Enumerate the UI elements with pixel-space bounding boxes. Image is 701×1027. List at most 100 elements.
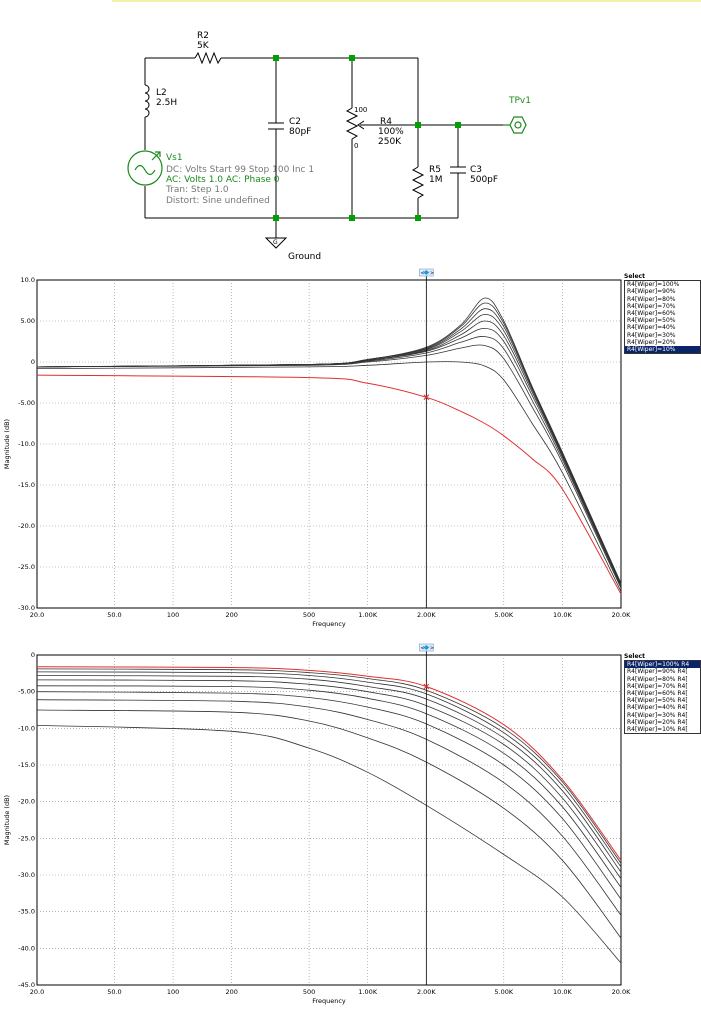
cursor-marker xyxy=(423,394,430,401)
legend-header: Select xyxy=(624,653,645,660)
cursor-handle[interactable]: < > xyxy=(419,268,434,277)
y-tick-label: -10.0 xyxy=(18,440,35,448)
vs1-distort: Distort: Sine undefined xyxy=(166,196,270,206)
x-tick-label: 100 xyxy=(167,611,179,619)
legend-item[interactable]: R4[Wiper]=80% R4[ xyxy=(627,675,688,683)
series-line[interactable] xyxy=(36,336,622,587)
c2-value: 80pF xyxy=(289,127,311,137)
y-tick-label: 10.0 xyxy=(21,276,35,284)
y-gridlines xyxy=(37,691,621,949)
legend-item[interactable]: R4[Wiper]=20% R4[ xyxy=(627,718,688,726)
svg-text:<: < xyxy=(420,271,424,277)
y-tick-label: -40.0 xyxy=(18,944,35,952)
r5-name: R5 xyxy=(429,165,441,175)
r5-value: 1M xyxy=(429,175,443,185)
x-tick-label: 200 xyxy=(225,988,237,996)
x-tick-label: 20.0 xyxy=(30,611,44,619)
legend-item[interactable]: R4[Wiper]=10% R4[ xyxy=(627,725,688,733)
legend-item[interactable]: R4[Wiper]=30% xyxy=(627,331,676,339)
legend-item[interactable]: R4[Wiper]=30% R4[ xyxy=(627,711,688,719)
x-tick-label: 10.0K xyxy=(553,988,572,996)
y-tick-label: -25.0 xyxy=(18,563,35,571)
ground-label: Ground xyxy=(288,252,321,262)
legend-item[interactable]: R4[Wiper]=40% R4[ xyxy=(627,704,688,712)
c3-name: C3 xyxy=(470,165,482,175)
series-line[interactable] xyxy=(36,709,622,939)
legend-item[interactable]: R4[Wiper]=100% xyxy=(627,281,680,289)
series-group xyxy=(36,297,622,595)
y-gridlines xyxy=(37,320,621,568)
series-line[interactable] xyxy=(36,725,622,964)
series-line[interactable] xyxy=(36,361,622,592)
legend-item[interactable]: R4[Wiper]=100% R4 xyxy=(625,661,700,669)
x-tick-label: 5.00K xyxy=(494,988,513,996)
r2-name: R2 xyxy=(197,31,209,41)
legend-item[interactable]: R4[Wiper]=80% xyxy=(627,295,676,303)
x-tick-label: 500 xyxy=(303,988,315,996)
l2-name: L2 xyxy=(156,88,167,98)
y-axis-label: Magnitude (dB) xyxy=(3,419,11,469)
magnitude-chart-2[interactable]: 20.0 50.0 100 200 500 1.00K 2.00K 5.00K 10.0K 20.… xyxy=(0,643,701,1023)
vs1-name: Vs1 xyxy=(166,153,183,163)
series-line[interactable] xyxy=(36,675,622,873)
y-tick-label: -5.00 xyxy=(18,399,35,407)
l2-value: 2.5H xyxy=(156,98,177,108)
series-line[interactable] xyxy=(36,679,622,879)
series-line[interactable] xyxy=(36,668,622,864)
r2-value: 5K xyxy=(197,41,210,51)
magnitude-plot-1: 20.0 50.0 100 200 500 1.00K 2.00K 5.00K 10.0K 20.… xyxy=(0,268,701,633)
y-tick-label: -30.0 xyxy=(18,871,35,879)
magnitude-plot-2: 20.0 50.0 100 200 500 1.00K 2.00K 5.00K 10.0K 20.… xyxy=(0,643,701,1023)
vs1-tran: Tran: Step 1.0 xyxy=(165,185,229,195)
x-tick-label: 20.0K xyxy=(612,611,631,619)
series-line[interactable] xyxy=(36,666,622,861)
legend-item[interactable]: R4[Wiper]=50% xyxy=(627,317,676,325)
tp-name: TPv1 xyxy=(508,96,531,106)
r4-value: 100% xyxy=(378,127,404,137)
vs1-dc: DC: Volts Start 99 Stop 100 Inc 1 xyxy=(166,165,314,175)
vs1-ac: AC: Volts 1.0 AC: Phase 0 xyxy=(166,175,280,185)
series-legend-2: Select R4[Wiper]=100% R4 R4[Wiper]=90% R4… xyxy=(624,653,701,735)
series-line[interactable] xyxy=(36,691,622,900)
r4-top-label: 100 xyxy=(354,106,367,114)
y-axis-label: Magnitude (dB) xyxy=(3,795,11,845)
legend-item[interactable]: R4[Wiper]=90% R4[ xyxy=(627,668,688,676)
legend-item[interactable]: R4[Wiper]=10% xyxy=(625,345,700,354)
plot-area[interactable] xyxy=(36,654,622,986)
legend-item[interactable]: R4[Wiper]=20% xyxy=(627,338,676,346)
legend-item[interactable]: R4[Wiper]=70% xyxy=(627,302,676,310)
series-line[interactable] xyxy=(36,685,622,888)
y-tick-label: -15.0 xyxy=(18,761,35,769)
series-line[interactable] xyxy=(36,344,622,589)
x-tick-label: 50.0 xyxy=(107,611,121,619)
y-tick-label: -20.0 xyxy=(18,522,35,530)
legend-item[interactable]: R4[Wiper]=40% xyxy=(627,324,676,332)
magnitude-chart-1[interactable]: 20.0 50.0 100 200 500 1.00K 2.00K 5.00K 10.0K 20.… xyxy=(0,268,701,633)
series-legend-1: Select R4[Wiper]=100% R4[Wiper]=90% R4[Wip… xyxy=(624,273,701,355)
cursor-handle[interactable]: < > xyxy=(419,643,434,652)
circuit-schematic: R2 5K L2 2.5H C2 80pF 100 0 R4 100% 250K… xyxy=(127,31,531,262)
series-line[interactable] xyxy=(36,671,622,868)
y-tick-label: -20.0 xyxy=(18,798,35,806)
legend-item[interactable]: R4[Wiper]=50% R4[ xyxy=(627,697,688,705)
legend-header: Select xyxy=(624,273,645,280)
ground-symbol-label: G xyxy=(273,239,278,246)
legend-item[interactable]: R4[Wiper]=90% xyxy=(627,288,676,296)
x-tick-label: 200 xyxy=(225,611,237,619)
x-tick-label: 100 xyxy=(167,988,179,996)
svg-text:>: > xyxy=(430,271,434,277)
y-tick-label: -25.0 xyxy=(18,834,35,842)
legend-item[interactable]: R4[Wiper]=70% R4[ xyxy=(627,682,688,690)
svg-text:<: < xyxy=(420,646,424,652)
y-tick-label: -30.0 xyxy=(18,604,35,612)
y-tick-label: -5.00 xyxy=(18,688,35,696)
legend-item[interactable]: R4[Wiper]=60% xyxy=(627,309,676,317)
series-line[interactable] xyxy=(36,699,622,916)
y-tick-label: -10.0 xyxy=(18,724,35,732)
x-tick-label: 2.00K xyxy=(417,611,436,619)
series-line[interactable] xyxy=(36,374,622,595)
legend-item[interactable]: R4[Wiper]=60% R4[ xyxy=(627,689,688,697)
x-tick-label: 10.0K xyxy=(553,611,572,619)
r4-name: R4 xyxy=(380,117,392,127)
x-tick-label: 50.0 xyxy=(107,988,121,996)
